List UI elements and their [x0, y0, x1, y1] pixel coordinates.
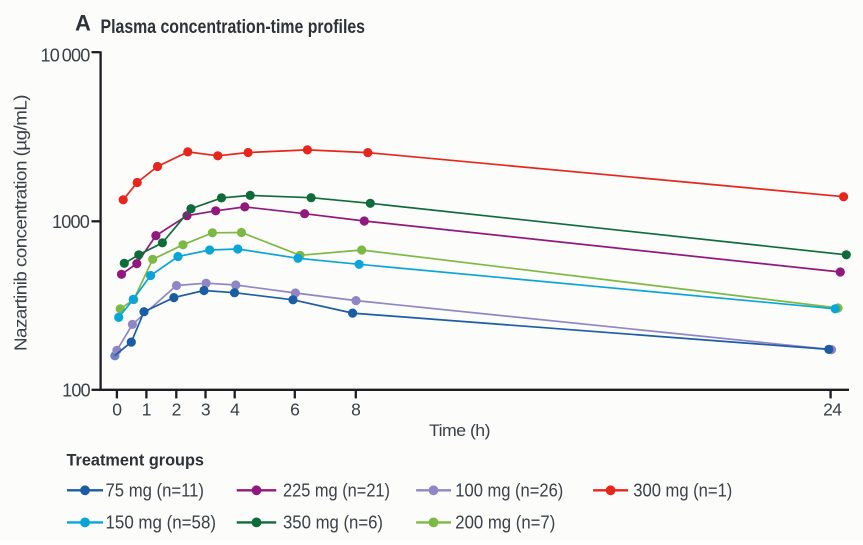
svg-text:1: 1: [142, 399, 151, 419]
svg-text:A: A: [75, 10, 91, 35]
svg-text:6: 6: [290, 399, 299, 419]
svg-text:4: 4: [230, 399, 240, 419]
svg-text:1000: 1000: [52, 212, 90, 232]
svg-text:Treatment groups: Treatment groups: [67, 450, 205, 469]
svg-text:100 mg (n=26): 100 mg (n=26): [455, 481, 563, 501]
svg-text:8: 8: [351, 399, 360, 419]
svg-text:300 mg (n=1): 300 mg (n=1): [633, 481, 732, 501]
svg-text:Plasma concentration-time prof: Plasma concentration-time profiles: [101, 17, 366, 38]
svg-text:200 mg (n=7): 200 mg (n=7): [455, 513, 555, 533]
svg-text:350 mg (n=6): 350 mg (n=6): [283, 513, 383, 533]
svg-text:2: 2: [172, 399, 181, 419]
svg-text:10 000: 10 000: [41, 46, 91, 66]
svg-text:Time (h): Time (h): [429, 422, 490, 440]
svg-text:0: 0: [112, 399, 122, 419]
svg-text:225 mg (n=21): 225 mg (n=21): [283, 481, 390, 501]
svg-text:75 mg (n=11): 75 mg (n=11): [106, 481, 205, 501]
svg-text:3: 3: [201, 399, 210, 419]
svg-text:Nazartinib concentration (µg/m: Nazartinib concentration (µg/mL): [11, 95, 31, 351]
svg-text:24: 24: [823, 399, 842, 419]
svg-text:100: 100: [62, 380, 90, 400]
svg-text:150 mg (n=58): 150 mg (n=58): [106, 513, 217, 533]
